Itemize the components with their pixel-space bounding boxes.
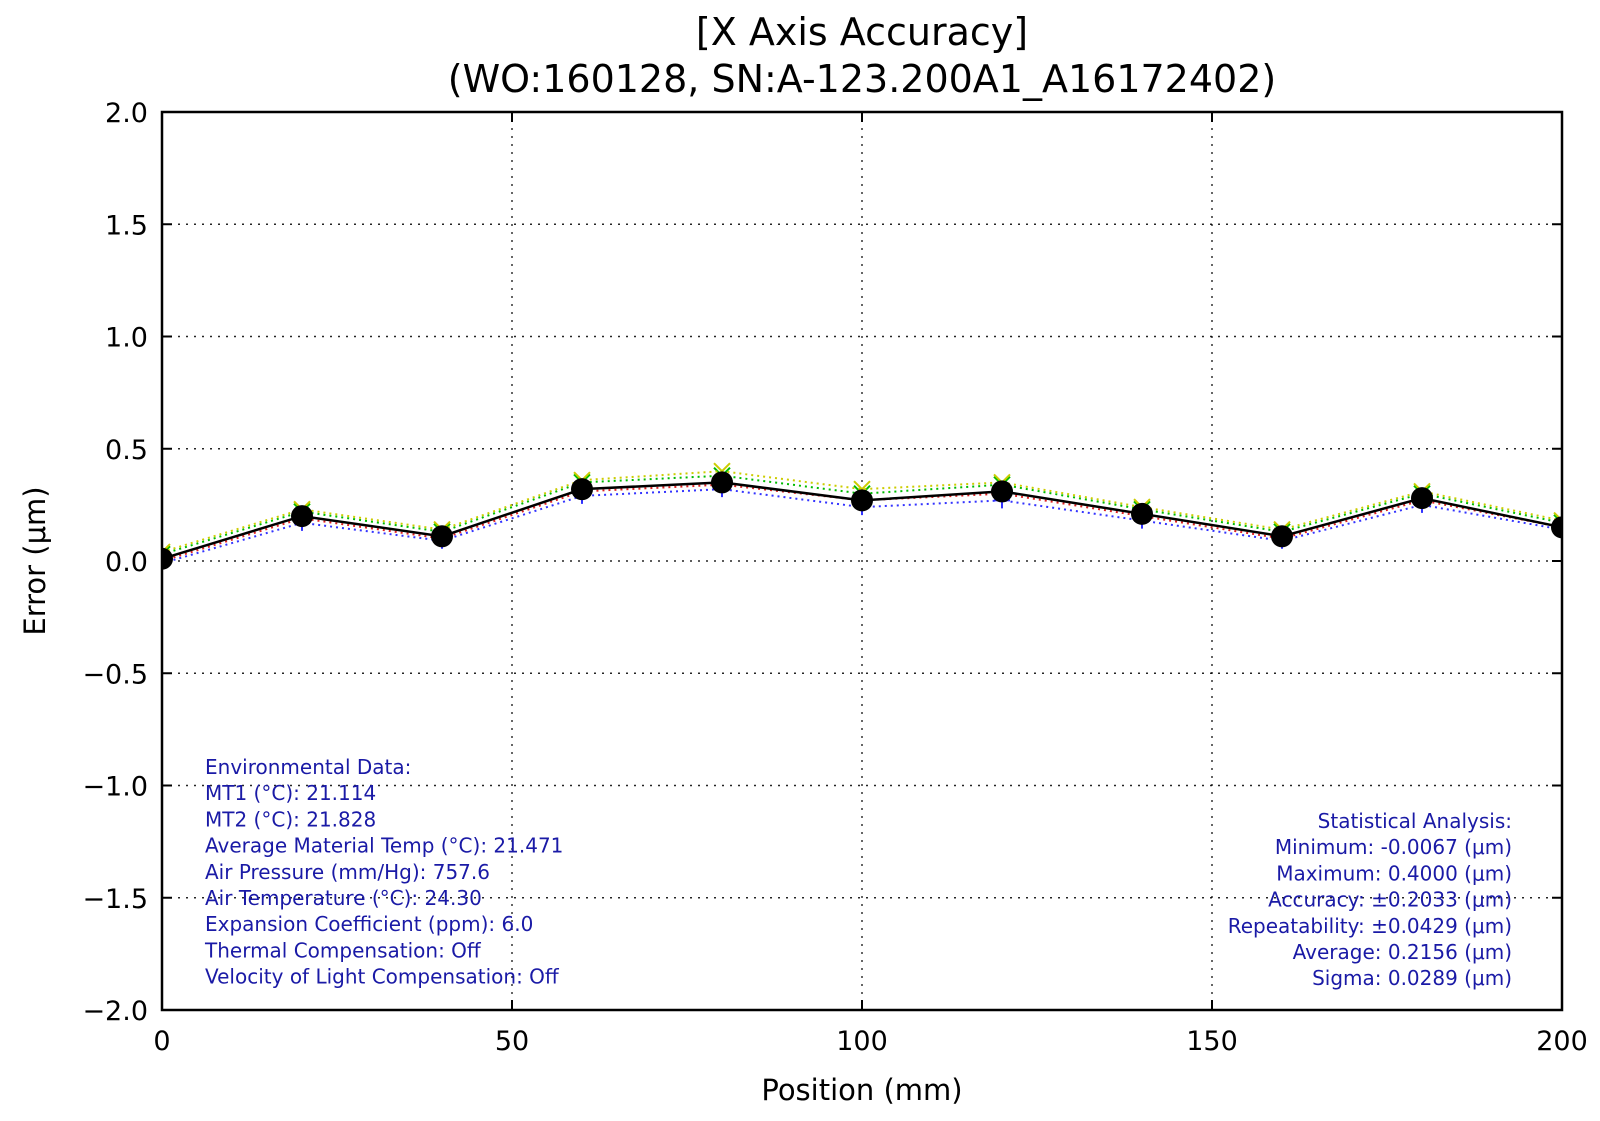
y-axis-label: Error (μm) xyxy=(18,486,52,635)
data-series xyxy=(162,471,1562,570)
statistical-analysis-line: Minimum: -0.0067 (μm) xyxy=(1275,835,1512,859)
data-point xyxy=(1131,502,1153,525)
plot-area xyxy=(162,462,1562,572)
statistical-analysis-box: Statistical Analysis:Minimum: -0.0067 (μ… xyxy=(1228,809,1512,990)
data-point xyxy=(1551,516,1562,539)
data-point xyxy=(571,478,593,501)
statistical-analysis-line: Sigma: 0.0289 (μm) xyxy=(1312,966,1512,990)
y-tick-label: 0.0 xyxy=(105,547,148,578)
data-point xyxy=(1271,525,1293,548)
x-tick-label: 0 xyxy=(153,1026,170,1057)
y-tick-label: −1.5 xyxy=(82,884,148,915)
x-tick-label: 150 xyxy=(1186,1026,1238,1057)
y-tick-label: 2.0 xyxy=(105,98,148,129)
data-point xyxy=(711,471,733,494)
y-tick-label: −2.0 xyxy=(82,996,148,1027)
environmental-data-line: Thermal Compensation: Off xyxy=(204,938,482,962)
environmental-data-heading: Environmental Data: xyxy=(205,755,411,779)
environmental-data-line: Air Pressure (mm/Hg): 757.6 xyxy=(205,860,490,884)
environmental-data-line: MT1 (°C): 21.114 xyxy=(205,781,376,805)
environmental-data-line: Expansion Coefficient (ppm): 6.0 xyxy=(205,912,533,936)
chart-title-line2: (WO:160128, SN:A-123.200A1_A16172402) xyxy=(448,57,1276,101)
data-point xyxy=(431,525,453,548)
x-tick-label: 200 xyxy=(1536,1026,1588,1057)
y-tick-label: 0.5 xyxy=(105,435,148,466)
data-point xyxy=(991,480,1013,503)
data-point xyxy=(162,547,173,570)
y-tick-label: 1.5 xyxy=(105,210,148,241)
series-line xyxy=(162,474,1562,556)
series-line xyxy=(162,470,1562,553)
environmental-data-line: Average Material Temp (°C): 21.471 xyxy=(205,834,563,858)
statistical-analysis-line: Maximum: 0.4000 (μm) xyxy=(1276,861,1512,885)
y-tick-label: −0.5 xyxy=(82,659,148,690)
x-axis-label: Position (mm) xyxy=(761,1073,962,1107)
environmental-data-line: Air Temperature (°C): 24.30 xyxy=(205,886,482,910)
statistical-analysis-line: Average: 0.2156 (μm) xyxy=(1293,940,1512,964)
chart-title-line1: [X Axis Accuracy] xyxy=(696,10,1028,54)
y-tick-label: −1.0 xyxy=(82,772,148,803)
data-point xyxy=(1411,487,1433,510)
series-line xyxy=(162,483,1562,562)
statistical-analysis-line: Accuracy: ±0.2033 (μm) xyxy=(1268,888,1512,912)
tick-layer: 0 50 100 150 200 2.0 1.5 1.0 0.5 0.0 −0.5 −1.0 −1.5 −… xyxy=(82,98,1587,1057)
data-point xyxy=(291,505,313,528)
statistical-analysis-heading: Statistical Analysis: xyxy=(1318,809,1512,833)
x-tick-label: 100 xyxy=(836,1026,888,1057)
x-tick-label: 50 xyxy=(495,1026,529,1057)
environmental-data-line: Velocity of Light Compensation: Off xyxy=(205,965,560,989)
y-tick-label: 1.0 xyxy=(105,323,148,354)
statistical-analysis-line: Repeatability: ±0.0429 (μm) xyxy=(1228,914,1512,938)
environmental-data-line: MT2 (°C): 21.828 xyxy=(205,807,376,831)
data-point xyxy=(851,489,873,512)
series-layer xyxy=(162,462,1562,572)
